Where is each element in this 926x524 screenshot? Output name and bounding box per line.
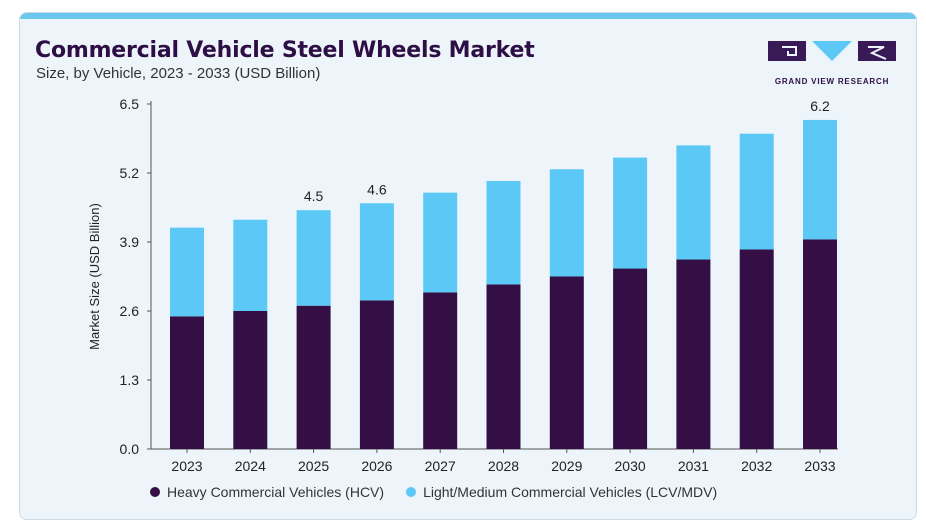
bar-hcv-2029 [549, 276, 584, 449]
bar-hcv-2026 [359, 300, 394, 449]
x-tick-label: 2025 [298, 458, 329, 474]
bar-lcv-2033 [803, 119, 837, 240]
y-tick-label: 3.9 [120, 234, 140, 250]
bar-lcv-2027 [423, 192, 458, 293]
bar-lcv-2026 [359, 203, 394, 301]
x-tick-label: 2027 [425, 458, 456, 474]
y-tick-label: 6.5 [120, 96, 140, 112]
x-tick-label: 2026 [361, 458, 392, 474]
x-tick-label: 2032 [741, 458, 772, 474]
x-tick-label: 2033 [804, 458, 835, 474]
chart-subtitle: Size, by Vehicle, 2023 - 2033 (USD Billi… [36, 65, 321, 82]
bar-lcv-2031 [676, 145, 711, 260]
bar-hcv-2025 [296, 305, 331, 449]
logo-text: GRAND VIEW RESEARCH [774, 77, 890, 86]
total-label-2033: 6.2 [810, 98, 830, 114]
x-tick-label: 2031 [678, 458, 709, 474]
logo-mark-icon [768, 41, 896, 61]
legend-item-hcv: Heavy Commercial Vehicles (HCV) [150, 484, 384, 500]
chart-card: Commercial Vehicle Steel Wheels Market S… [19, 12, 917, 520]
chart-title: Commercial Vehicle Steel Wheels Market [35, 38, 535, 63]
legend-label-hcv: Heavy Commercial Vehicles (HCV) [167, 484, 385, 500]
bar-lcv-2032 [739, 133, 774, 250]
legend-item-lcv: Light/Medium Commercial Vehicles (LCV/MD… [406, 484, 717, 500]
legend-label-lcv: Light/Medium Commercial Vehicles (LCV/MD… [423, 484, 718, 500]
bar-hcv-2024 [233, 311, 268, 449]
bar-lcv-2025 [296, 210, 331, 306]
bar-lcv-2030 [613, 157, 648, 269]
total-label-2025: 4.5 [304, 188, 324, 204]
bar-lcv-2023 [170, 227, 204, 317]
y-tick-label: 1.3 [120, 372, 140, 388]
bar-lcv-2028 [486, 180, 521, 285]
x-tick-label: 2028 [488, 458, 519, 474]
legend-swatch-hcv [150, 487, 160, 497]
y-tick-label: 0.0 [120, 441, 140, 457]
bar-hcv-2030 [613, 268, 648, 449]
legend: Heavy Commercial Vehicles (HCV) Light/Me… [150, 484, 717, 500]
y-tick-label: 2.6 [120, 303, 140, 319]
bar-hcv-2027 [423, 292, 458, 449]
legend-swatch-lcv [406, 487, 417, 497]
y-axis-label: Market Size (USD Billion) [87, 203, 102, 350]
accent-bar [20, 13, 916, 19]
bar-hcv-2031 [676, 259, 711, 449]
x-tick-label: 2024 [235, 458, 266, 474]
grand-view-research-logo: GRAND VIEW RESEARCH [768, 39, 908, 89]
total-label-2026: 4.6 [367, 181, 387, 197]
bar-hcv-2028 [486, 284, 521, 449]
bar-hcv-2023 [170, 316, 204, 449]
x-tick-label: 2023 [171, 458, 202, 474]
y-tick-label: 5.2 [120, 165, 140, 181]
stacked-bar-chart: 0.0 1.3 2.6 3.9 5.2 6.5 2023 2024 2025 2026 2027 20… [87, 96, 838, 474]
bar-hcv-2033 [803, 239, 837, 449]
x-tick-label: 2030 [615, 458, 646, 474]
bar-lcv-2024 [233, 219, 268, 311]
bar-hcv-2032 [739, 249, 774, 449]
bar-lcv-2029 [549, 169, 584, 277]
x-tick-label: 2029 [551, 458, 582, 474]
